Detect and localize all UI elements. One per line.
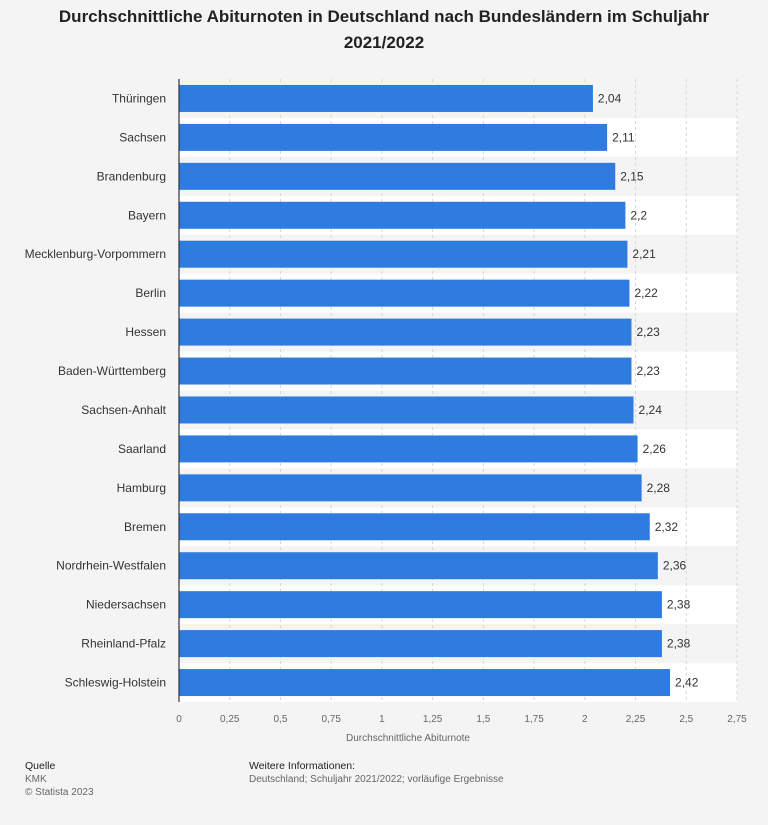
x-tick-label: 0,75 (321, 714, 341, 725)
bar[interactable] (179, 84, 593, 112)
value-label: 2,26 (643, 442, 667, 456)
bar[interactable] (179, 396, 634, 424)
source-value: KMK (25, 774, 47, 785)
value-label: 2,11 (612, 130, 635, 144)
category-label: Niedersachsen (86, 598, 166, 612)
category-label: Mecklenburg-Vorpommern (25, 247, 166, 261)
x-tick-label: 0,25 (220, 714, 240, 725)
copyright: © Statista 2023 (25, 787, 94, 798)
category-label: Schleswig-Holstein (65, 676, 166, 690)
source-heading: Quelle (25, 760, 56, 772)
value-label: 2,2 (630, 208, 647, 222)
value-label: 2,32 (655, 520, 679, 534)
bar-chart: Thüringen 2,04 Sachsen 2,11 Brandenburg 2,15 B… (25, 79, 747, 744)
category-label: Rheinland-Pfalz (81, 637, 166, 651)
bar[interactable] (179, 123, 608, 151)
x-tick-label: 2,5 (679, 714, 693, 725)
bar[interactable] (179, 201, 626, 229)
x-tick-label: 1,5 (476, 714, 490, 725)
value-label: 2,23 (636, 325, 660, 339)
source-block: Quelle KMK © Statista 2023 (25, 760, 94, 799)
bar[interactable] (179, 435, 638, 463)
value-label: 2,23 (636, 364, 660, 378)
value-label: 2,38 (667, 598, 691, 612)
category-label: Hessen (125, 325, 166, 339)
category-label: Baden-Württemberg (58, 364, 166, 378)
value-label: 2,38 (667, 637, 691, 651)
category-label: Sachsen (119, 130, 166, 144)
x-tick-label: 1 (379, 714, 385, 725)
x-tick-label: 2,75 (727, 714, 747, 725)
x-tick-label: 1,25 (423, 714, 443, 725)
category-label: Saarland (118, 442, 166, 456)
bar[interactable] (179, 552, 658, 580)
bar[interactable] (179, 162, 616, 190)
info-heading: Weitere Informationen: (249, 760, 356, 772)
value-label: 2,04 (598, 91, 622, 105)
value-label: 2,42 (675, 676, 699, 690)
x-tick-label: 1,75 (524, 714, 544, 725)
bar[interactable] (179, 279, 630, 307)
value-label: 2,22 (634, 286, 658, 300)
info-block: Weitere Informationen: Deutschland; Schu… (249, 760, 504, 786)
category-label: Berlin (135, 286, 166, 300)
x-tick-label: 2 (582, 714, 588, 725)
category-label: Nordrhein-Westfalen (56, 559, 166, 573)
category-label: Brandenburg (97, 169, 166, 183)
x-axis-title: Durchschnittliche Abiturnote (346, 733, 470, 744)
info-value: Deutschland; Schuljahr 2021/2022; vorläu… (249, 774, 504, 785)
bar[interactable] (179, 240, 628, 268)
x-tick-label: 2,25 (626, 714, 646, 725)
value-label: 2,21 (632, 247, 656, 261)
bar[interactable] (179, 513, 650, 541)
x-tick-label: 0,5 (274, 714, 288, 725)
bar[interactable] (179, 669, 671, 697)
bar[interactable] (179, 630, 662, 658)
value-label: 2,28 (647, 481, 671, 495)
category-label: Bayern (128, 208, 166, 222)
value-label: 2,36 (663, 559, 687, 573)
category-label: Hamburg (117, 481, 166, 495)
category-label: Thüringen (112, 91, 166, 105)
bar[interactable] (179, 474, 642, 502)
bar[interactable] (179, 357, 632, 385)
bar[interactable] (179, 318, 632, 346)
category-label: Sachsen-Anhalt (81, 403, 166, 417)
category-label: Bremen (124, 520, 166, 534)
bar[interactable] (179, 591, 662, 619)
value-label: 2,24 (639, 403, 663, 417)
value-label: 2,15 (620, 169, 644, 183)
x-tick-label: 0 (176, 714, 182, 725)
chart-title: Durchschnittliche Abiturnoten in Deutsch… (58, 7, 710, 52)
